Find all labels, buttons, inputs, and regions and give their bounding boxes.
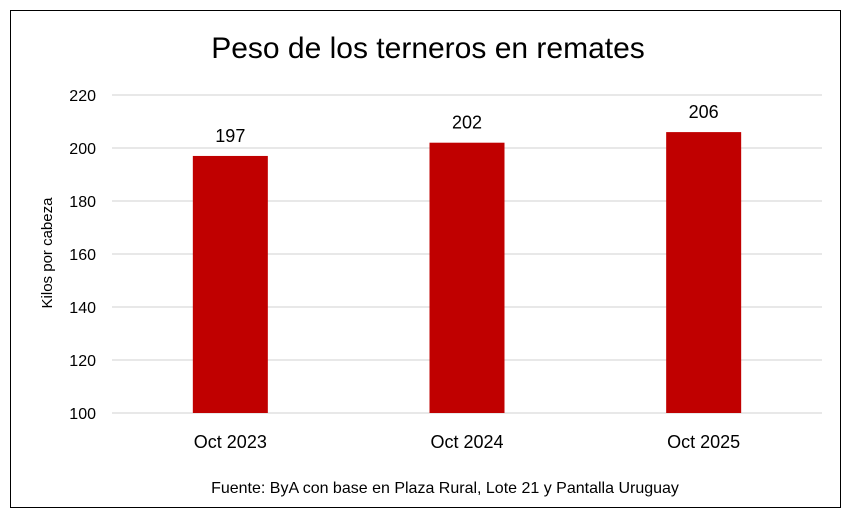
y-axis-label: Kilos por cabeza: [39, 197, 56, 309]
data-label: 197: [215, 126, 245, 146]
chart-title: Peso de los terneros en remates: [211, 32, 645, 65]
x-tick-label: Oct 2024: [430, 432, 503, 452]
y-tick-label: 140: [69, 300, 96, 317]
y-tick-label: 220: [69, 88, 96, 105]
data-label: 202: [452, 113, 482, 133]
x-tick-label: Oct 2025: [667, 432, 740, 452]
bar: [666, 132, 742, 413]
bars: [192, 132, 742, 413]
bar: [429, 142, 505, 413]
data-label: 206: [689, 102, 719, 122]
y-tick-label: 100: [69, 406, 96, 423]
x-tick-label: Oct 2023: [194, 432, 267, 452]
y-tick-label: 120: [69, 353, 96, 370]
chart-frame: [10, 10, 841, 508]
y-tick-label: 200: [69, 141, 96, 158]
bar: [192, 155, 268, 413]
y-tick-label: 180: [69, 194, 96, 211]
x-tick-labels: Oct 2023 Oct 2024 Oct 2025: [194, 432, 740, 452]
y-tick-label: 160: [69, 247, 96, 264]
source-note: Fuente: ByA con base en Plaza Rural, Lot…: [211, 480, 679, 497]
data-labels: 197 202 206: [215, 102, 718, 146]
y-tick-labels: 100 120 140 160 180 200 220: [69, 88, 96, 423]
